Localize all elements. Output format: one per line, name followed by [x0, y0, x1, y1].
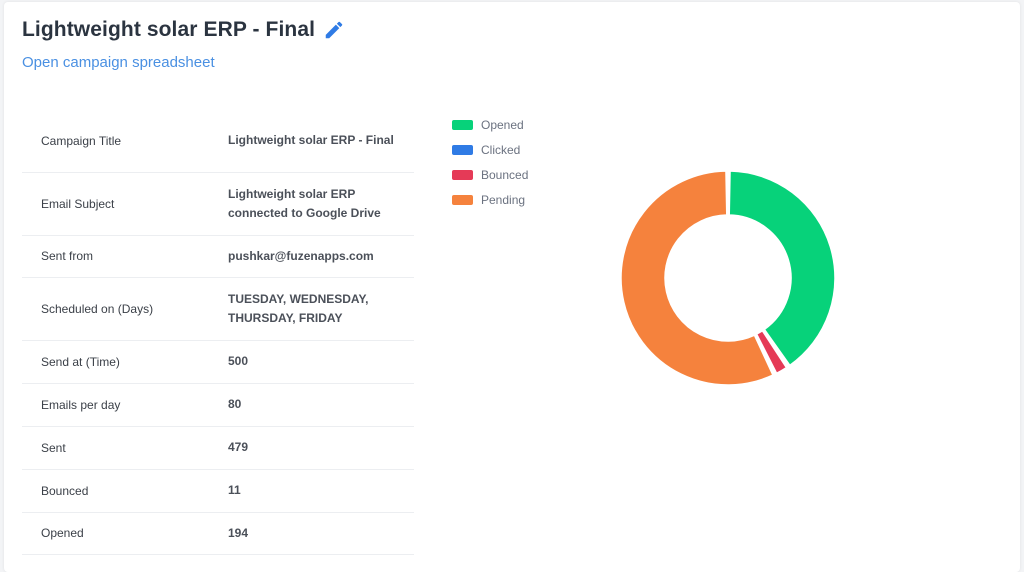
- row-label: Sent: [22, 426, 228, 470]
- table-row: Send at (Time) 500: [22, 340, 414, 384]
- row-label: Email Subject: [22, 172, 228, 236]
- campaign-card: Lightweight solar ERP - Final Open campa…: [4, 2, 1020, 572]
- row-value: 500: [228, 340, 414, 384]
- legend-swatch: [452, 144, 473, 155]
- open-spreadsheet-link[interactable]: Open campaign spreadsheet: [22, 54, 215, 71]
- table-row: Sent 479: [22, 426, 414, 470]
- donut-slice-bounced[interactable]: [755, 330, 788, 375]
- legend-label: Bounced: [481, 167, 529, 182]
- legend-label: Clicked: [481, 142, 521, 157]
- row-value: pushkar@fuzenapps.com: [228, 235, 414, 278]
- campaign-details-table: Campaign Title Lightweight solar ERP - F…: [22, 110, 414, 555]
- legend-label: Opened: [481, 117, 524, 132]
- row-value: Lightweight solar ERP connected to Googl…: [228, 172, 414, 236]
- legend-item-bounced[interactable]: Bounced: [452, 162, 528, 187]
- row-label: Scheduled on (Days): [22, 277, 228, 341]
- table-row: Email Subject Lightweight solar ERP conn…: [22, 172, 414, 236]
- legend-swatch: [452, 169, 473, 180]
- row-value: 11: [228, 469, 414, 513]
- legend-label: Pending: [481, 192, 526, 207]
- page-title: Lightweight solar ERP - Final: [22, 18, 316, 41]
- title-row: Lightweight solar ERP - Final: [22, 18, 345, 42]
- table-row: Campaign Title Lightweight solar ERP - F…: [22, 110, 414, 173]
- legend-swatch: [452, 194, 473, 205]
- legend-item-clicked[interactable]: Clicked: [452, 137, 528, 162]
- row-label: Emails per day: [22, 383, 228, 427]
- row-label: Send at (Time): [22, 340, 228, 384]
- table-row: Bounced 11: [22, 469, 414, 513]
- chart-legend: Opened Clicked Bounced Pending: [452, 112, 528, 212]
- donut-slice-opened[interactable]: [728, 170, 836, 367]
- row-value: Lightweight solar ERP - Final: [228, 110, 414, 173]
- row-label: Opened: [22, 512, 228, 555]
- table-row: Emails per day 80: [22, 383, 414, 427]
- status-donut-chart: [620, 170, 836, 386]
- legend-item-pending[interactable]: Pending: [452, 187, 528, 212]
- row-label: Bounced: [22, 469, 228, 513]
- row-label: Campaign Title: [22, 110, 228, 173]
- table-row: Sent from pushkar@fuzenapps.com: [22, 235, 414, 278]
- legend-swatch: [452, 119, 473, 130]
- row-value: 80: [228, 383, 414, 427]
- row-value: TUESDAY, WEDNESDAY, THURSDAY, FRIDAY: [228, 277, 414, 341]
- table-row: Opened 194: [22, 512, 414, 555]
- legend-item-opened[interactable]: Opened: [452, 112, 528, 137]
- pencil-icon[interactable]: [323, 19, 345, 41]
- row-value: 194: [228, 512, 414, 555]
- donut-slice-pending[interactable]: [620, 170, 774, 386]
- row-value: 479: [228, 426, 414, 470]
- row-label: Sent from: [22, 235, 228, 278]
- table-row: Scheduled on (Days) TUESDAY, WEDNESDAY, …: [22, 277, 414, 341]
